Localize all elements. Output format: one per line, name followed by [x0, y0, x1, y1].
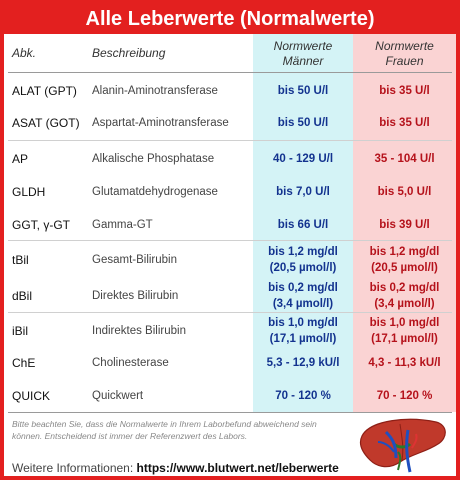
more-info-label: Weitere Informationen: — [12, 461, 134, 475]
row-men-value: bis 1,2 mg/dl (20,5 µmol/l) — [253, 242, 353, 278]
row-men-value: bis 1,0 mg/dl (17,1 µmol/l) — [253, 313, 353, 349]
women-value-line1: bis 35 U/l — [379, 116, 430, 129]
women-value-line2: (17,1 µmol/l) — [371, 333, 438, 345]
row-men-value: bis 66 U/l — [253, 208, 353, 241]
row-women-value: bis 39 U/l — [353, 208, 456, 241]
header-men-line1: Normwerte — [273, 39, 333, 53]
row-desc: Alkalische Phosphatase — [92, 152, 215, 165]
more-info: Weitere Informationen: https://www.blutw… — [12, 461, 339, 475]
women-value-line1: bis 5,0 U/l — [377, 185, 432, 198]
men-value-line2: (17,1 µmol/l) — [269, 333, 337, 345]
row-men-value: 40 - 129 U/l — [253, 142, 353, 175]
men-value-line2: (20,5 µmol/l) — [269, 262, 337, 274]
disclaimer-note: Bitte beachten Sie, dass die Normalwerte… — [12, 419, 317, 441]
row-desc: Glutamatdehydrogenase — [92, 185, 218, 198]
header-men: Normwerte Männer — [253, 39, 353, 69]
men-value-line1: bis 1,2 mg/dl — [268, 246, 338, 258]
men-value-line1: bis 50 U/l — [277, 84, 329, 97]
row-women-value: bis 0,2 mg/dl (3,4 µmol/l) — [353, 278, 456, 314]
women-value-line1: bis 35 U/l — [379, 84, 430, 97]
women-value-line1: 70 - 120 % — [376, 389, 433, 402]
header-women-line2: Frauen — [385, 54, 424, 68]
men-value-line1: bis 66 U/l — [277, 218, 329, 231]
row-desc: Quickwert — [92, 389, 144, 402]
row-desc: Indirektes Bilirubin — [92, 325, 186, 337]
row-abk: ChE — [12, 355, 36, 370]
row-abk: ASAT (GOT) — [12, 115, 80, 130]
row-women-value: 35 - 104 U/l — [353, 142, 456, 175]
row-abk: QUICK — [12, 388, 51, 403]
more-info-link[interactable]: https://www.blutwert.net/leberwerte — [136, 461, 339, 475]
header-women: Normwerte Frauen — [353, 39, 456, 69]
women-value-line1: bis 1,0 mg/dl — [369, 317, 440, 329]
row-abk: tBil — [12, 253, 29, 267]
row-women-value: bis 1,2 mg/dl (20,5 µmol/l) — [353, 242, 456, 278]
divider — [8, 312, 452, 313]
table-row: ChE Cholinesterase 5,3 - 12,9 kU/l 4,3 -… — [4, 346, 456, 379]
men-value-line1: 70 - 120 % — [275, 389, 331, 402]
men-value-line2: (3,4 µmol/l) — [272, 298, 334, 310]
row-women-value: bis 5,0 U/l — [353, 175, 456, 208]
row-women-value: bis 35 U/l — [353, 106, 456, 139]
women-value-line1: bis 1,2 mg/dl — [369, 246, 440, 258]
men-value-line1: bis 1,0 mg/dl — [268, 317, 338, 329]
row-abk: ALAT (GPT) — [12, 83, 77, 98]
men-value-line1: bis 0,2 mg/dl — [268, 282, 338, 294]
header-women-line1: Normwerte — [375, 39, 434, 53]
header-beschreibung: Beschreibung — [92, 46, 166, 60]
row-abk: GGT, γ-GT — [12, 217, 70, 232]
women-value-line1: 4,3 - 11,3 kU/l — [368, 356, 441, 369]
row-desc: Aspartat-Aminotransferase — [92, 116, 229, 129]
row-men-value: bis 50 U/l — [253, 106, 353, 139]
row-men-value: bis 7,0 U/l — [253, 175, 353, 208]
divider — [8, 72, 452, 73]
table-header: Abk. Beschreibung Normwerte Männer Normw… — [4, 34, 456, 72]
row-desc: Alanin-Aminotransferase — [92, 84, 218, 97]
table-row: GLDH Glutamatdehydrogenase bis 7,0 U/l b… — [4, 175, 456, 208]
table-row: tBil Gesamt-Bilirubin bis 1,2 mg/dl (20,5… — [4, 242, 456, 278]
divider — [8, 140, 452, 141]
row-women-value: bis 35 U/l — [353, 74, 456, 107]
table-row: AP Alkalische Phosphatase 40 - 129 U/l 3… — [4, 142, 456, 175]
table-row: ASAT (GOT) Aspartat-Aminotransferase bis… — [4, 106, 456, 139]
men-value-line1: 40 - 129 U/l — [272, 152, 334, 165]
table-row: dBil Direktes Bilirubin bis 0,2 mg/dl (3,… — [4, 278, 456, 314]
women-value-line1: bis 39 U/l — [379, 218, 430, 231]
row-abk: iBil — [12, 324, 29, 338]
row-men-value: 5,3 - 12,9 kU/l — [253, 346, 353, 379]
row-women-value: bis 1,0 mg/dl (17,1 µmol/l) — [353, 313, 456, 349]
row-desc: Cholinesterase — [92, 356, 169, 369]
row-women-value: 70 - 120 % — [353, 379, 456, 412]
men-value-line1: 5,3 - 12,9 kU/l — [266, 356, 340, 369]
table-row: ALAT (GPT) Alanin-Aminotransferase bis 5… — [4, 74, 456, 107]
women-column-background — [353, 34, 456, 412]
women-value-line2: (3,4 µmol/l) — [374, 298, 435, 310]
row-men-value: 70 - 120 % — [253, 379, 353, 412]
men-value-line1: bis 7,0 U/l — [276, 185, 330, 198]
row-desc: Gamma-GT — [92, 218, 153, 231]
row-men-value: bis 0,2 mg/dl (3,4 µmol/l) — [253, 278, 353, 314]
table-row: iBil Indirektes Bilirubin bis 1,0 mg/dl (… — [4, 313, 456, 349]
row-abk: dBil — [12, 289, 33, 303]
divider — [8, 412, 452, 413]
divider — [8, 240, 452, 241]
row-abk: AP — [12, 151, 29, 166]
women-value-line1: bis 0,2 mg/dl — [369, 282, 440, 294]
header-abk: Abk. — [12, 46, 37, 60]
row-desc: Direktes Bilirubin — [92, 290, 179, 302]
women-value-line2: (20,5 µmol/l) — [371, 262, 438, 274]
row-desc: Gesamt-Bilirubin — [92, 254, 177, 266]
row-abk: GLDH — [12, 184, 46, 199]
page-title: Alle Leberwerte (Normalwerte) — [4, 4, 456, 34]
liver-icon — [359, 418, 446, 473]
table-row: QUICK Quickwert 70 - 120 % 70 - 120 % — [4, 379, 456, 412]
men-column-background — [253, 34, 353, 412]
row-women-value: 4,3 - 11,3 kU/l — [353, 346, 456, 379]
table-row: GGT, γ-GT Gamma-GT bis 66 U/l bis 39 U/l — [4, 208, 456, 241]
women-value-line1: 35 - 104 U/l — [374, 152, 435, 165]
header-men-line2: Männer — [282, 54, 324, 68]
row-men-value: bis 50 U/l — [253, 74, 353, 107]
men-value-line1: bis 50 U/l — [277, 116, 329, 129]
